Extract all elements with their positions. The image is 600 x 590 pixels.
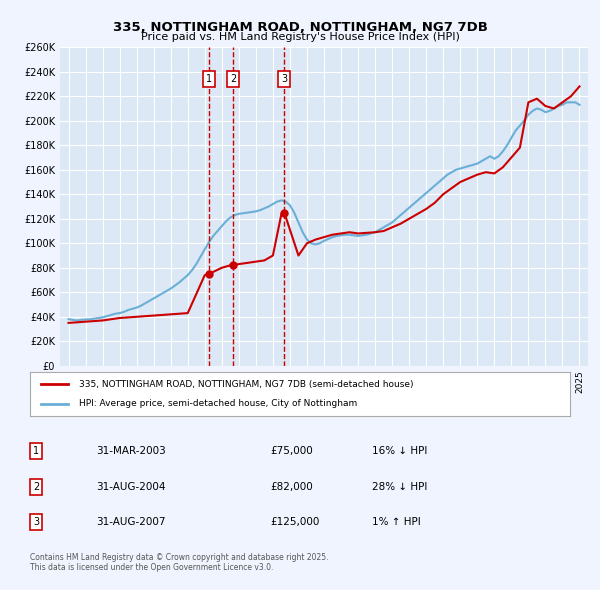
Text: 3: 3 — [281, 74, 287, 84]
Text: 1% ↑ HPI: 1% ↑ HPI — [372, 517, 421, 527]
Text: 335, NOTTINGHAM ROAD, NOTTINGHAM, NG7 7DB (semi-detached house): 335, NOTTINGHAM ROAD, NOTTINGHAM, NG7 7D… — [79, 379, 413, 389]
Text: 31-AUG-2007: 31-AUG-2007 — [96, 517, 166, 527]
Text: 16% ↓ HPI: 16% ↓ HPI — [372, 447, 427, 456]
Text: 28% ↓ HPI: 28% ↓ HPI — [372, 482, 427, 491]
Text: 31-MAR-2003: 31-MAR-2003 — [96, 447, 166, 456]
Text: 2: 2 — [230, 74, 236, 84]
Text: 1: 1 — [206, 74, 212, 84]
Text: £75,000: £75,000 — [270, 447, 313, 456]
Text: Contains HM Land Registry data © Crown copyright and database right 2025.
This d: Contains HM Land Registry data © Crown c… — [30, 553, 329, 572]
Text: 335, NOTTINGHAM ROAD, NOTTINGHAM, NG7 7DB: 335, NOTTINGHAM ROAD, NOTTINGHAM, NG7 7D… — [113, 21, 487, 34]
Text: Price paid vs. HM Land Registry's House Price Index (HPI): Price paid vs. HM Land Registry's House … — [140, 32, 460, 42]
Text: 3: 3 — [33, 517, 39, 527]
Text: £125,000: £125,000 — [270, 517, 319, 527]
Text: HPI: Average price, semi-detached house, City of Nottingham: HPI: Average price, semi-detached house,… — [79, 399, 357, 408]
Text: 31-AUG-2004: 31-AUG-2004 — [96, 482, 166, 491]
Text: 2: 2 — [33, 482, 39, 491]
Text: £82,000: £82,000 — [270, 482, 313, 491]
Text: 1: 1 — [33, 447, 39, 456]
